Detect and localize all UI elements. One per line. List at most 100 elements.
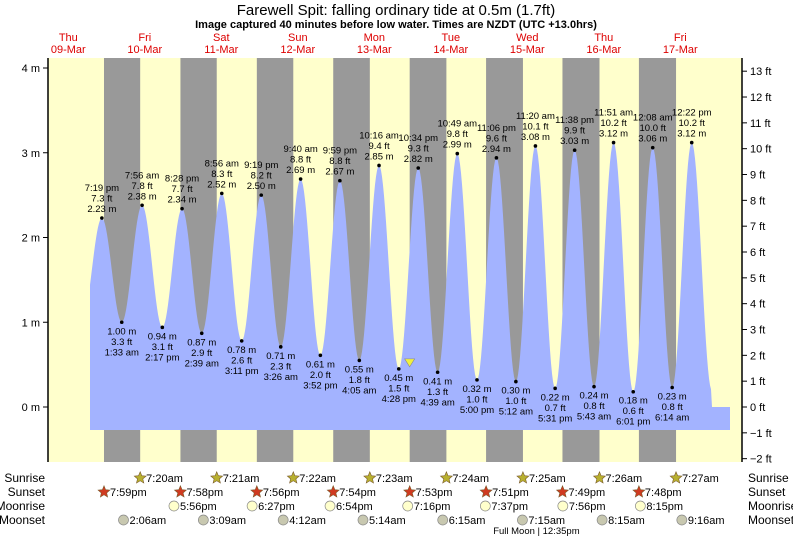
right-tick-label: 6 ft <box>750 247 765 259</box>
low-tide-label: 0.23 m <box>658 392 687 403</box>
high-tide-label: 8.8 ft <box>290 155 311 166</box>
high-tide-point <box>377 163 381 168</box>
high-tide-label: 2.52 m <box>207 179 236 190</box>
low-tide-label: 5:12 am <box>499 407 533 418</box>
sunrise-icon <box>592 471 607 484</box>
high-tide-point <box>494 156 499 160</box>
low-tide-label: 0.32 m <box>462 384 491 395</box>
high-tide-label: 2.85 m <box>365 151 394 162</box>
high-tide-point <box>338 178 342 183</box>
right-tick-label: 1 ft <box>750 376 765 388</box>
sunrise-time: 7:27am <box>682 473 719 485</box>
low-tide-label: 0.55 m <box>345 364 374 375</box>
low-tide-point <box>119 320 124 325</box>
left-tick-label: 1 m <box>22 317 40 329</box>
right-tick-label: 2 ft <box>750 350 765 362</box>
right-tick-label: 13 ft <box>750 66 771 78</box>
low-tide-point <box>435 370 440 375</box>
day-name: Fri <box>674 32 687 44</box>
low-tide-label: 0.24 m <box>579 391 608 402</box>
moonrise-time: 6:27pm <box>258 501 295 513</box>
low-tide-label: 1.8 ft <box>349 375 370 386</box>
moonrise-icon <box>168 500 180 512</box>
low-tide-label: 2.6 ft <box>231 355 252 366</box>
day-name: Sun <box>288 32 308 44</box>
low-tide-label: 0.61 m <box>306 359 335 370</box>
high-tide-point <box>140 203 144 208</box>
high-tide-label: 9.4 ft <box>368 141 389 152</box>
high-tide-label: 9.8 ft <box>447 129 468 140</box>
sunrise-time: 7:23am <box>376 473 413 485</box>
sunrise-icon <box>439 471 454 484</box>
day-date: 10-Mar <box>127 44 162 56</box>
high-tide-label: 3.03 m <box>560 136 589 147</box>
low-tide-label: 1.0 ft <box>505 396 526 407</box>
moonset-icon <box>357 514 369 526</box>
current-time-marker-icon <box>404 358 416 368</box>
sunset-icon <box>632 485 646 498</box>
moonrise-icon <box>634 500 646 512</box>
sunset-icon <box>173 485 188 498</box>
day-name: Thu <box>594 32 613 44</box>
sunset-time: 7:54pm <box>339 487 376 499</box>
sunrise-time: 7:20am <box>146 473 183 485</box>
high-tide-label: 3.08 m <box>521 132 550 143</box>
right-tick-label: −2 ft <box>750 454 772 466</box>
moonset-icon <box>197 514 209 526</box>
sunrise-row-label: Sunrise <box>4 471 45 485</box>
low-tide-label: 0.30 m <box>501 386 530 397</box>
sunrise-time: 7:24am <box>452 473 489 485</box>
low-tide-label: 0.78 m <box>227 345 256 356</box>
moonset-time: 7:15am <box>528 515 565 527</box>
low-tide-label: 0.6 ft <box>623 406 644 417</box>
day-date: 12-Mar <box>280 44 315 56</box>
low-tide-label: 4:28 pm <box>382 394 416 405</box>
low-tide-label: 0.7 ft <box>545 403 566 414</box>
low-tide-label: 2:39 am <box>185 358 219 369</box>
right-tick-label: −1 ft <box>750 428 772 440</box>
low-tide-label: 4:39 am <box>420 397 454 408</box>
sunset-time: 7:53pm <box>416 487 453 499</box>
low-tide-label: 3:11 pm <box>225 366 259 377</box>
sunrise-time: 7:26am <box>605 473 642 485</box>
low-tide-label: 0.8 ft <box>662 402 683 413</box>
low-tide-point <box>631 389 636 394</box>
high-tide-label: 7.3 ft <box>91 194 112 205</box>
high-tide-label: 10:16 am <box>359 130 399 141</box>
high-tide-label: 9:40 am <box>283 144 317 155</box>
chart-subtitle: Image captured 40 minutes before low wat… <box>195 19 597 31</box>
low-tide-point <box>514 379 518 384</box>
high-tide-label: 2.50 m <box>247 181 276 192</box>
low-tide-point <box>239 339 244 343</box>
high-tide-point <box>572 148 577 153</box>
sunset-time: 7:48pm <box>645 487 682 499</box>
high-tide-point <box>533 144 538 148</box>
day-name: Wed <box>516 32 538 44</box>
high-tide-point <box>611 140 616 145</box>
day-name: Tue <box>442 32 461 44</box>
day-date: 11-Mar <box>204 44 238 56</box>
low-tide-point <box>396 367 401 371</box>
sunset-icon <box>97 485 111 498</box>
low-tide-label: 2.0 ft <box>310 370 331 381</box>
low-tide-point <box>592 384 596 389</box>
day-name: Mon <box>364 32 385 44</box>
right-tick-label: 11 ft <box>750 118 771 130</box>
moon-phase-label: Full Moon | 12:35pm <box>493 526 580 537</box>
low-tide-label: 3.3 ft <box>111 337 132 348</box>
sunrise-icon <box>516 471 530 484</box>
chart-title: Farewell Spit: falling ordinary tide at … <box>237 2 555 19</box>
high-tide-label: 3.06 m <box>638 134 667 145</box>
moonset-time: 4:12am <box>289 515 326 527</box>
low-tide-label: 1.5 ft <box>388 383 409 394</box>
high-tide-label: 8.8 ft <box>329 156 350 167</box>
right-tick-label: 0 ft <box>750 402 765 414</box>
sunrise-icon <box>210 471 224 484</box>
low-tide-point <box>475 378 479 382</box>
high-tide-label: 2.82 m <box>404 154 433 165</box>
moonset-row-label: Moonset <box>0 513 46 527</box>
low-tide-label: 5:00 pm <box>460 405 494 416</box>
high-tide-label: 10:34 pm <box>398 133 438 144</box>
sunrise-icon <box>363 471 377 484</box>
